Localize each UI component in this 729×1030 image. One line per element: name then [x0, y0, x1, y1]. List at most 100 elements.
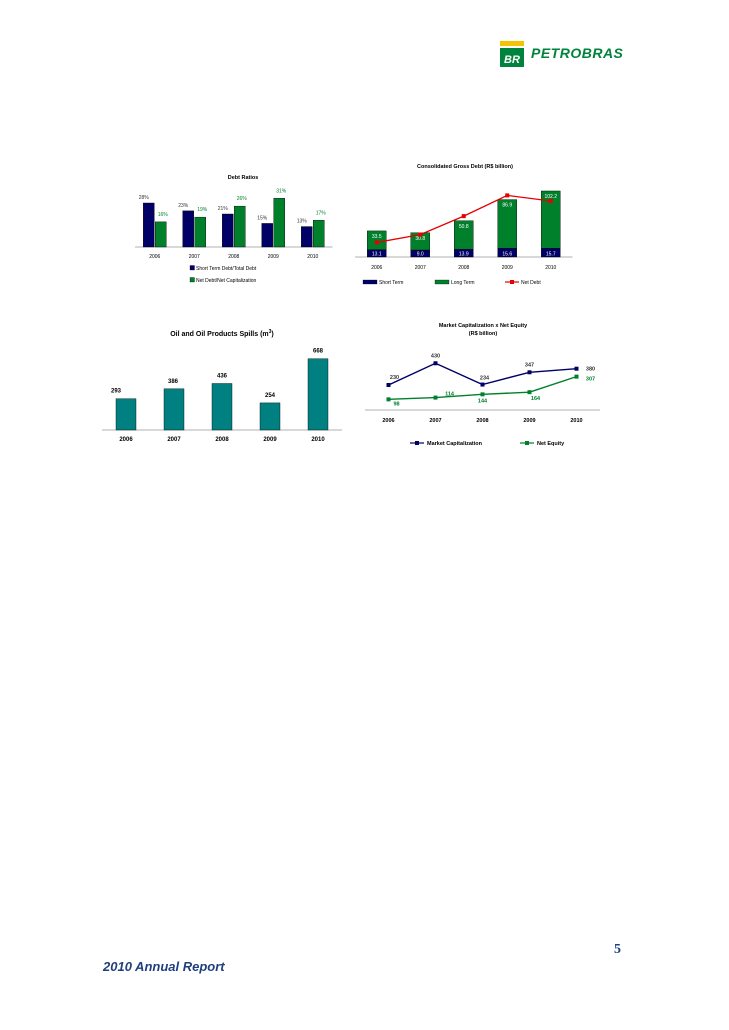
legend-marker: [525, 441, 529, 445]
x-tick-label: 2009: [268, 254, 279, 260]
line-marker: [480, 382, 485, 387]
data-label: 19%: [197, 207, 208, 213]
market-cap-subtitle: (R$ billion): [469, 331, 498, 337]
bar-net-debt-ratio: [194, 216, 206, 248]
legend-label: Net Equity: [537, 441, 565, 447]
legend-swatch: [434, 279, 450, 285]
legend-marker: [510, 280, 514, 284]
data-label: 668: [313, 349, 324, 355]
x-tick-label: 2010: [307, 254, 318, 260]
data-label: 164: [531, 396, 541, 402]
line-marker: [574, 366, 579, 371]
data-label: 386: [168, 379, 179, 385]
data-label: 13%: [297, 219, 308, 225]
legend-label: Net Debt: [521, 280, 541, 286]
bar-spills: [307, 358, 329, 431]
short-term-label: 15.7: [546, 252, 556, 258]
bar-long-term: [541, 190, 561, 249]
net-debt-marker: [505, 193, 510, 198]
data-label: 98: [393, 401, 399, 407]
bar-long-term: [497, 199, 517, 249]
bar-short-term-ratio: [182, 210, 194, 248]
x-tick-label: 2010: [311, 437, 325, 443]
market-cap-chart: Market Capitalization x Net Equity (R$ b…: [365, 323, 600, 447]
long-term-label: 33.5: [372, 234, 382, 240]
bar-short-term-ratio: [261, 223, 273, 248]
x-tick-label: 2010: [545, 265, 556, 271]
data-label: 31%: [276, 188, 287, 194]
legend-swatch: [362, 279, 378, 285]
long-term-label: 86.9: [502, 203, 512, 209]
debt-ratios-chart: Debt Ratios 28% 16% 2006 23% 19% 2007 21% 26% 20…: [135, 175, 333, 284]
data-label: 293: [111, 389, 122, 395]
legend-label: Market Capitalization: [427, 441, 483, 447]
market-cap-title: Market Capitalization x Net Equity: [439, 323, 528, 329]
x-tick-label: 2008: [228, 254, 239, 260]
x-tick-label: 2006: [371, 265, 382, 271]
short-term-label: 9.0: [417, 252, 424, 258]
bar-net-debt-ratio: [273, 198, 285, 248]
x-tick-label: 2007: [429, 418, 441, 424]
x-tick-label: 2006: [382, 418, 394, 424]
bar-spills: [163, 388, 185, 431]
legend-swatch: [189, 265, 195, 271]
debt-ratios-title: Debt Ratios: [228, 175, 259, 181]
line-marker: [527, 370, 532, 375]
x-tick-label: 2007: [415, 265, 426, 271]
line-marker: [527, 390, 532, 395]
bar-short-term-ratio: [222, 213, 234, 248]
x-tick-label: 2008: [215, 437, 229, 443]
x-tick-label: 2008: [458, 265, 469, 271]
bar-long-term: [454, 220, 474, 250]
x-tick-label: 2006: [149, 254, 160, 260]
x-tick-label: 2007: [167, 437, 181, 443]
net-debt-marker: [374, 240, 379, 245]
legend-label: Net Debt/Net Capitalization: [196, 278, 257, 284]
line-marker: [386, 397, 391, 402]
net-debt-marker: [548, 199, 553, 203]
net-debt-marker: [461, 214, 466, 219]
data-label: 144: [478, 398, 488, 404]
long-term-label: 102.2: [544, 194, 557, 200]
data-label: 380: [586, 367, 595, 373]
data-label: 230: [390, 375, 399, 381]
data-label: 347: [525, 362, 534, 368]
data-label: 17%: [316, 210, 327, 216]
x-tick-label: 2006: [119, 437, 133, 443]
x-tick-label: 2010: [570, 418, 582, 424]
legend-swatch: [189, 277, 195, 283]
line-marker: [433, 395, 438, 400]
line-marker: [386, 383, 391, 387]
data-label: 21%: [218, 206, 229, 212]
br-logo-icon: BR: [500, 41, 524, 67]
data-label: 436: [217, 373, 228, 379]
bar-net-debt-ratio: [313, 220, 325, 248]
x-tick-label: 2009: [523, 418, 535, 424]
gross-debt-title: Consolidated Gross Debt (R$ billion): [417, 164, 513, 170]
footer-title: 2010 Annual Report: [103, 959, 225, 974]
legend-label: Short Term: [379, 280, 403, 286]
x-tick-label: 2009: [502, 265, 513, 271]
data-label: 430: [431, 353, 440, 359]
legend-marker: [415, 441, 419, 445]
x-tick-label: 2009: [263, 437, 277, 443]
data-label: 234: [480, 376, 490, 382]
oil-spills-chart: Oil and Oil Products Spills (m3) 293 2006…: [102, 329, 342, 443]
legend-label: Short Term Debt/Total Debt: [196, 266, 257, 272]
x-tick-label: 2007: [189, 254, 200, 260]
bar-net-debt-ratio: [155, 221, 167, 248]
line-marker: [574, 374, 579, 379]
bar-short-term-ratio: [143, 202, 155, 248]
data-label: 15%: [257, 215, 268, 221]
oil-spills-title: Oil and Oil Products Spills (m3): [170, 329, 274, 338]
gross-debt-chart: Consolidated Gross Debt (R$ billion) 13.…: [355, 164, 573, 286]
data-label: 16%: [158, 212, 169, 218]
bar-spills: [115, 398, 137, 431]
legend-label: Long Term: [451, 280, 475, 286]
bar-net-debt-ratio: [234, 205, 246, 248]
line-marker: [480, 392, 485, 397]
page-number: 5: [614, 942, 621, 957]
logo-mark-text: BR: [504, 54, 520, 66]
short-term-label: 13.1: [372, 252, 382, 258]
petrobras-logo: BR PETROBRAS: [500, 41, 630, 71]
